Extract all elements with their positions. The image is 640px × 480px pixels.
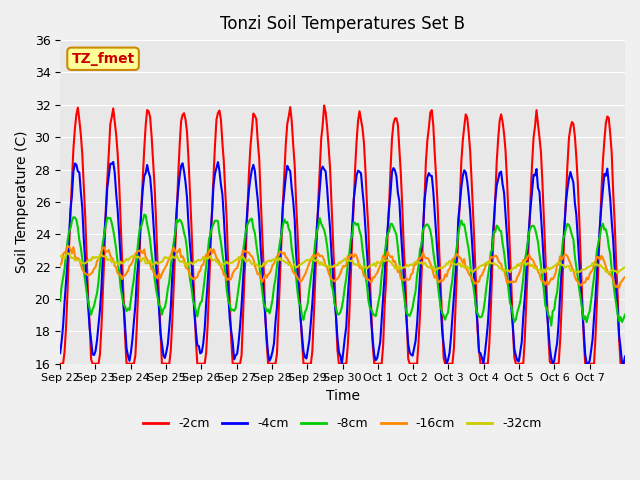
Line: -32cm: -32cm [60, 253, 625, 273]
-32cm [348, 257, 356, 263]
-16cm [95, 256, 102, 262]
-8cm [348, 232, 356, 238]
-16cm [348, 252, 356, 258]
-4cm [56, 350, 64, 356]
-2cm [621, 361, 629, 367]
-8cm [93, 290, 101, 296]
-32cm [77, 260, 84, 265]
-16cm [620, 276, 627, 281]
-32cm [460, 264, 468, 270]
-2cm [460, 124, 468, 130]
Line: -4cm: -4cm [60, 162, 625, 364]
Line: -8cm: -8cm [60, 215, 625, 325]
-2cm [545, 331, 552, 336]
-4cm [338, 361, 346, 367]
-8cm [547, 323, 555, 328]
-32cm [64, 250, 72, 256]
-32cm [95, 256, 102, 262]
-16cm [545, 281, 552, 287]
-4cm [546, 345, 554, 350]
-8cm [545, 312, 552, 318]
-8cm [460, 221, 468, 227]
-2cm [348, 236, 356, 242]
-32cm [620, 265, 627, 271]
-2cm [93, 361, 101, 367]
-2cm [76, 117, 83, 123]
-4cm [462, 169, 470, 175]
-8cm [56, 298, 64, 304]
-16cm [77, 262, 84, 267]
-2cm [320, 103, 328, 108]
-4cm [109, 159, 117, 165]
-2cm [618, 361, 626, 367]
-16cm [64, 243, 72, 249]
Line: -2cm: -2cm [60, 106, 625, 364]
-16cm [56, 262, 64, 268]
X-axis label: Time: Time [326, 389, 360, 403]
Legend: -2cm, -4cm, -8cm, -16cm, -32cm: -2cm, -4cm, -8cm, -16cm, -32cm [138, 412, 547, 435]
Text: TZ_fmet: TZ_fmet [72, 52, 134, 66]
-16cm [615, 285, 623, 291]
-32cm [56, 253, 64, 259]
-8cm [620, 316, 627, 322]
-32cm [614, 270, 621, 276]
-4cm [76, 169, 83, 175]
-4cm [93, 337, 101, 343]
Line: -16cm: -16cm [60, 246, 625, 288]
-8cm [76, 237, 83, 243]
-4cm [350, 197, 358, 203]
Y-axis label: Soil Temperature (C): Soil Temperature (C) [15, 131, 29, 273]
-16cm [460, 256, 468, 262]
-8cm [140, 212, 148, 217]
-8cm [621, 312, 629, 318]
-4cm [620, 361, 627, 367]
-32cm [621, 264, 629, 270]
-16cm [621, 274, 629, 280]
-2cm [56, 361, 64, 367]
-4cm [621, 354, 629, 360]
Title: Tonzi Soil Temperatures Set B: Tonzi Soil Temperatures Set B [220, 15, 465, 33]
-32cm [545, 265, 552, 271]
